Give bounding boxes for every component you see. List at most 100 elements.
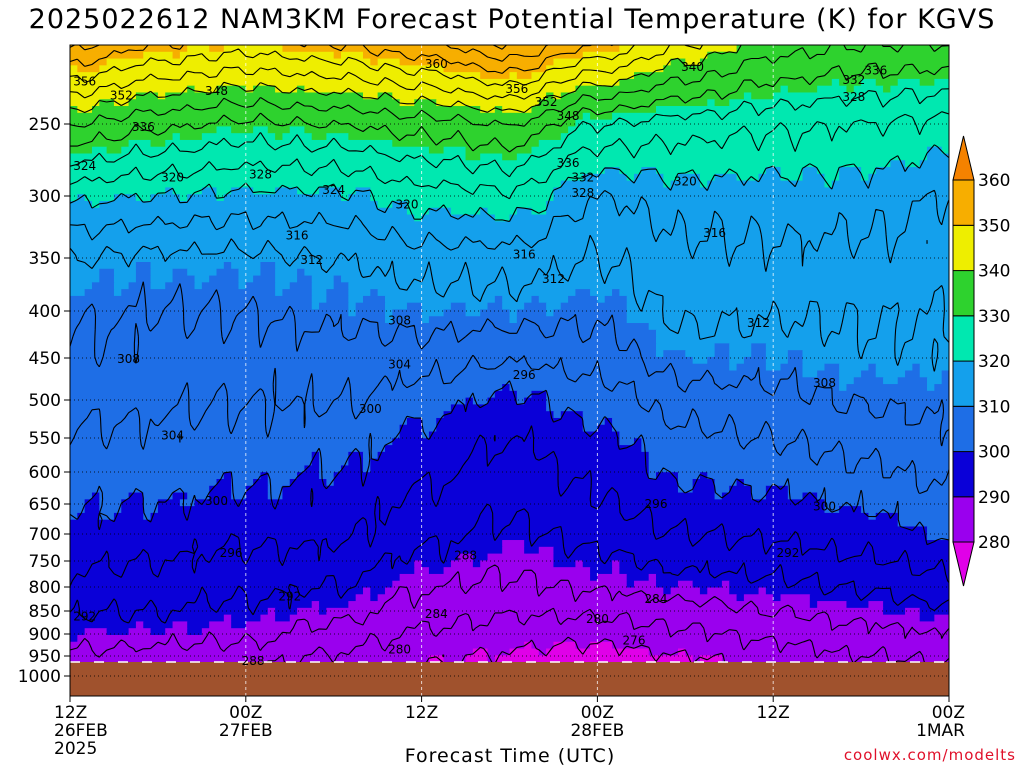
field-cell [275,289,284,297]
field-cell [619,438,635,446]
field-cell [509,309,518,317]
field-cell [253,275,276,283]
field-cell [428,431,620,439]
field-cell [363,451,379,460]
field-cell [677,173,701,182]
field-cell [194,85,218,94]
field-cell [187,628,203,636]
field-cell [927,533,949,541]
contour-label: 336 [132,120,155,134]
field-cell [897,519,949,528]
field-cell [648,323,949,331]
field-cell [113,275,137,283]
field-cell [546,65,664,73]
field-cell [70,479,218,487]
field-cell [253,126,269,134]
field-cell [406,302,423,311]
field-cell [780,594,811,602]
field-cell [289,282,313,290]
field-cell [157,499,181,507]
field-cell [575,119,949,127]
field-cell [531,106,657,114]
field-cell [238,282,247,290]
credit-link[interactable]: coolwx.com/modelts [843,746,1016,764]
field-cell [179,499,196,507]
field-cell [919,78,935,87]
field-cell [128,99,401,107]
field-cell [384,295,496,304]
x-tick-label: 12Z [757,703,790,723]
field-cell [70,356,694,365]
field-cell [341,194,349,202]
field-cell [70,417,408,426]
field-cell [143,506,159,514]
field-cell [392,580,628,589]
contour-308 [70,281,949,447]
field-cell [546,390,949,399]
plot-frame [69,44,950,697]
field-cell [70,648,474,656]
field-cell [714,343,730,351]
field-cell [70,573,401,582]
field-cell [370,58,379,66]
field-cell [70,85,188,94]
field-cell [406,207,430,216]
field-cell [875,78,899,87]
field-cell [172,492,188,500]
field-cell [861,78,877,87]
field-cell [70,180,562,189]
field-cell [516,390,533,399]
field-cell [648,648,679,656]
contour-label: 320 [161,170,184,184]
field-cell [641,438,949,446]
field-cell [70,540,503,548]
field-cell [128,139,152,148]
colorbar-segment [952,360,975,407]
field-cell [714,173,738,182]
contour-label: 292 [278,590,301,604]
field-cell [150,275,174,283]
field-cell [414,567,430,575]
colorbar-label: 300 [978,443,1010,463]
field-cell [70,51,144,60]
field-cell [802,173,826,182]
field-cell [582,417,606,426]
colorbar-top-arrow [952,135,975,181]
field-cell [70,248,949,256]
field-cell [267,607,276,616]
field-cell [70,424,401,433]
contour-label: 324 [322,183,345,197]
field-cell [70,139,130,148]
field-cell [765,350,789,358]
x-tick-label: 00Z [229,703,262,723]
field-cell [853,85,884,94]
contour-label: 288 [242,654,265,668]
field-cell [267,485,284,494]
field-cell [604,295,628,304]
field-cell [743,92,752,100]
field-cell [187,268,218,277]
field-cell [311,289,327,297]
field-cell [487,397,518,406]
field-cell [406,200,547,209]
field-cell [487,302,503,311]
field-cell [282,492,716,500]
field-cell [480,153,503,161]
field-cell [619,567,949,575]
field-cell [538,648,547,656]
contour-label: 304 [388,358,411,372]
field-cell [758,587,767,595]
field-cell [472,560,481,568]
field-cell [802,350,949,358]
contour-label: 316 [286,229,309,243]
field-cell [670,180,701,189]
colorbar-segment [952,315,975,362]
field-cell [143,492,174,500]
field-cell [656,343,716,351]
colorbar-label: 350 [978,216,1010,236]
field-cell [612,424,949,433]
field-cell [187,492,210,500]
field-cell [524,397,547,406]
field-cell [70,546,503,555]
y-tick-label: 950 [29,647,61,667]
